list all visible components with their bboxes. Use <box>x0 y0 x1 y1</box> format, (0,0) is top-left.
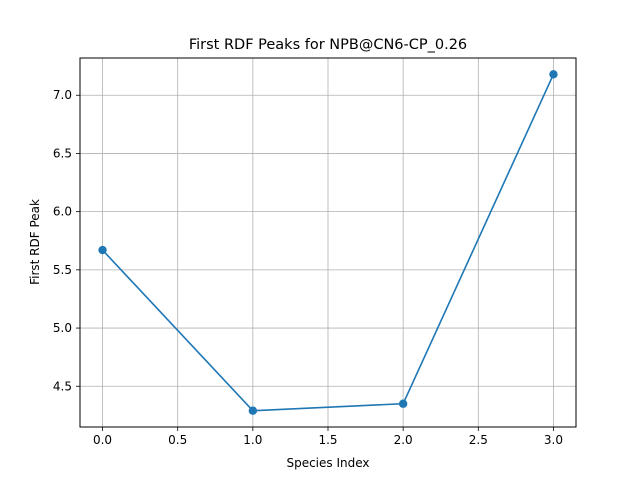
data-point <box>398 399 408 408</box>
y-tick-label: 6.0 <box>53 205 72 219</box>
y-tick-label: 5.0 <box>53 321 72 335</box>
x-tick-label: 1.5 <box>318 433 337 447</box>
y-tick-label: 7.0 <box>53 88 72 102</box>
x-tick-label: 0.5 <box>168 433 187 447</box>
x-tick-label: 2.0 <box>394 433 413 447</box>
chart-title: First RDF Peaks for NPB@CN6-CP_0.26 <box>189 37 467 53</box>
x-tick-label: 3.0 <box>544 433 563 447</box>
x-tick-label: 0.0 <box>93 433 112 447</box>
y-tick-label: 5.5 <box>53 263 72 277</box>
grid <box>80 58 576 427</box>
data-point <box>549 70 558 79</box>
x-axis-ticks: 0.0 0.5 1.0 1.5 2.0 2.5 3.0 <box>93 427 563 447</box>
y-tick-label: 4.5 <box>53 379 72 393</box>
x-axis-label: Species Index <box>286 456 369 470</box>
y-axis-label: First RDF Peak <box>28 199 42 285</box>
y-axis-ticks: 4.5 5.0 5.5 6.0 6.5 7.0 <box>53 88 80 393</box>
x-tick-label: 2.5 <box>469 433 488 447</box>
data-point <box>98 245 107 255</box>
data-point <box>248 406 258 415</box>
x-tick-label: 1.0 <box>243 433 262 447</box>
series-layer <box>98 70 558 415</box>
y-tick-label: 6.5 <box>53 146 72 160</box>
series-line <box>101 73 555 412</box>
